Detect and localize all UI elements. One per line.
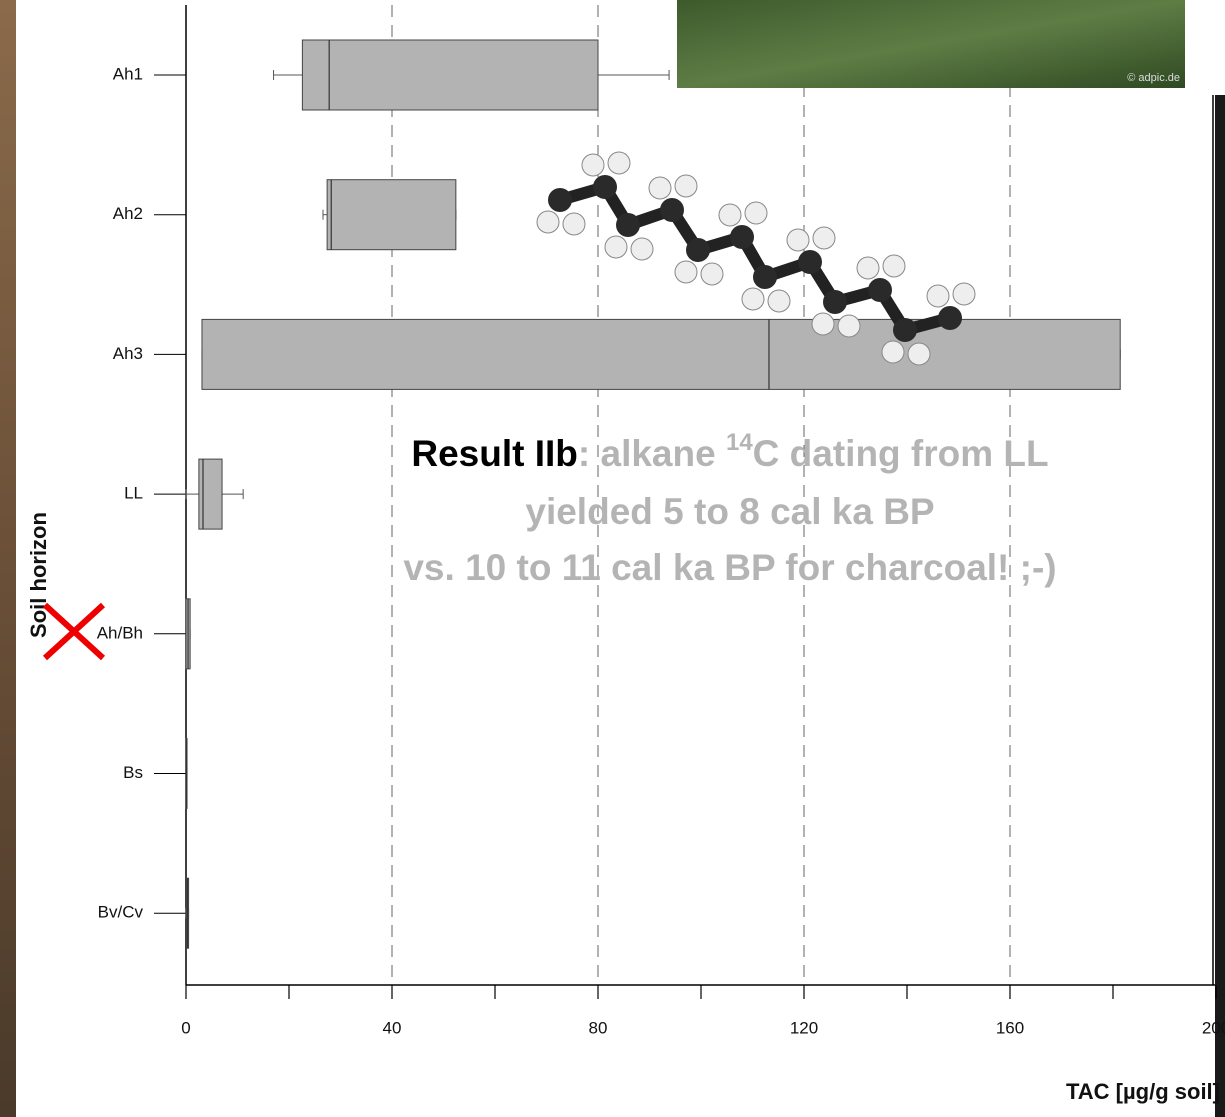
annotation: vs. 10 to 11 cal ka BP for charcoal! ;-)	[403, 547, 1056, 588]
y-tick-label: Ah3	[113, 344, 143, 363]
annotation: Result IIb: alkane 14C dating from LL	[411, 429, 1048, 473]
box	[198, 458, 223, 530]
carbon	[938, 306, 962, 330]
y-axis-title: Soil horizon	[26, 512, 51, 638]
x-tick-label: 40	[383, 1018, 402, 1037]
carbon	[730, 225, 754, 249]
cross-mark	[42, 602, 106, 661]
y-tick-label: Ah/Bh	[97, 623, 143, 642]
hydrogen	[952, 282, 976, 306]
carbon	[548, 188, 572, 212]
photo-strip	[0, 0, 16, 1117]
carbon	[686, 238, 710, 262]
x-tick-label: 120	[790, 1018, 818, 1037]
credit: © adpic.de	[1127, 72, 1180, 84]
hydrogen	[837, 314, 861, 338]
box	[301, 39, 599, 111]
photo-strip	[1215, 95, 1225, 1117]
hydrogen	[767, 289, 791, 313]
hydrogen	[700, 262, 724, 286]
hydrogen	[581, 153, 605, 177]
y-tick-label: Bs	[123, 763, 143, 782]
y-tick-label: Bv/Cv	[98, 903, 144, 922]
box	[201, 318, 1121, 390]
carbon	[753, 265, 777, 289]
box	[326, 179, 457, 251]
hydrogen	[674, 260, 698, 284]
annotation: yielded 5 to 8 cal ka BP	[525, 491, 934, 532]
hydrogen	[536, 210, 560, 234]
hydrogen	[562, 212, 586, 236]
hydrogen	[856, 256, 880, 280]
y-tick-label: LL	[124, 484, 143, 503]
x-tick-label: 200	[1202, 1018, 1225, 1037]
carbon	[616, 213, 640, 237]
plot: 0 40 80 120 160 200 Ah1 Ah2 Ah3 LL Ah/Bh Bs Bv/Cv	[97, 5, 1225, 1037]
leaf-photo	[677, 0, 1185, 88]
carbon	[868, 278, 892, 302]
hydrogen	[630, 237, 654, 261]
hydrogen	[604, 235, 628, 259]
hydrogen	[881, 340, 905, 364]
x-tick-label: 0	[181, 1018, 190, 1037]
hydrogen	[926, 284, 950, 308]
carbon	[798, 250, 822, 274]
x-axis-title: TAC [µg/g soil]	[1066, 1079, 1220, 1104]
x-tick-label: 160	[996, 1018, 1024, 1037]
carbon	[893, 318, 917, 342]
annotation-text: : alkane	[578, 433, 726, 474]
hydrogen	[812, 226, 836, 250]
hydrogen	[882, 254, 906, 278]
annotation-bold: Result IIb	[411, 433, 578, 474]
hydrogen	[811, 312, 835, 336]
molecule-image	[536, 151, 976, 366]
hydrogen	[648, 176, 672, 200]
x-tick-label: 80	[589, 1018, 608, 1037]
hydrogen	[718, 203, 742, 227]
hydrogen	[674, 174, 698, 198]
cross-line	[42, 602, 106, 661]
hydrogen	[786, 228, 810, 252]
y-tick-label: Ah2	[113, 204, 143, 223]
y-tick-label: Ah1	[113, 64, 143, 83]
annotation-text: C dating from LL	[753, 433, 1049, 474]
hydrogen	[741, 287, 765, 311]
carbon	[660, 198, 684, 222]
carbon	[593, 175, 617, 199]
hydrogen	[744, 201, 768, 225]
annotation-sup: 14	[726, 429, 753, 456]
carbon	[823, 290, 847, 314]
hydrogen	[907, 342, 931, 366]
hydrogen	[607, 151, 631, 175]
